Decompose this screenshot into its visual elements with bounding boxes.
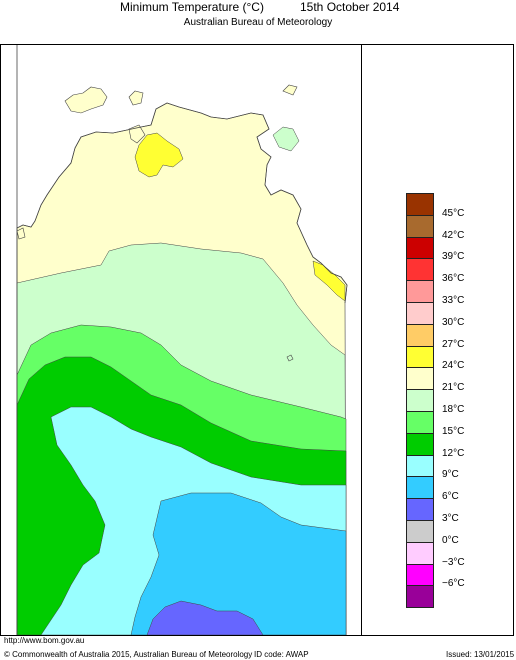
island-west [16,227,26,240]
title-text: Minimum Temperature (°C) [120,0,264,14]
legend-label: 21°C [442,382,465,394]
legend-label: −6°C [442,578,465,590]
legend-label: 6°C [442,491,459,503]
frame-divider [361,44,362,636]
legend-swatch [406,585,434,609]
legend-swatch [406,214,434,237]
source-url[interactable]: http://www.bom.gov.au [4,636,85,645]
title-date: 15th October 2014 [300,0,400,14]
legend-swatch [406,323,434,346]
legend-swatch [406,476,434,499]
legend-label: 24°C [442,360,465,372]
legend-swatch [406,258,434,281]
legend-label: 9°C [442,469,459,481]
legend-swatch [406,563,434,586]
lake-marker [286,354,294,362]
temperature-legend [406,193,434,609]
legend-label: 33°C [442,295,465,306]
patch-24-27-arnhem [134,132,184,178]
legend-label: 45°C [442,207,465,219]
issued-date: Issued: 13/01/2015 [446,650,515,659]
legend-label: 0°C [442,534,459,546]
legend-label: 36°C [442,273,465,285]
legend-swatch [406,345,434,368]
legend-label: 30°C [442,316,465,328]
legend-label: 3°C [442,513,459,524]
island-cape-york-tip [282,84,298,96]
legend-swatch [406,519,434,542]
legend-swatch [406,280,434,302]
legend-swatch [406,367,434,390]
legend-swatch [406,432,434,455]
legend-label: 18°C [442,404,465,415]
island-north [128,90,144,106]
legend-swatch [406,454,434,477]
legend-label: 27°C [442,338,465,350]
band-6-9 [130,492,347,635]
copyright-notice: © Commonwealth of Australia 2015, Austra… [4,650,253,659]
island-tiwi [64,86,108,114]
legend-swatch [406,193,434,215]
temperature-map [1,45,360,635]
coastline [16,102,348,304]
id-code: ID code: AWAP [254,650,309,659]
legend-swatch [406,498,434,520]
legend-swatch [406,410,434,433]
patch-18-21-cape [272,126,300,152]
map-frame [0,44,514,636]
legend-label: 39°C [442,251,465,263]
legend-label: 42°C [442,229,465,241]
legend-label: 12°C [442,447,465,459]
map-subtitle: Australian Bureau of Meteorology [183,17,333,28]
legend-swatch [406,236,434,259]
island-groote [128,124,146,144]
legend-swatch [406,301,434,324]
legend-swatch [406,389,434,411]
map-title: Minimum Temperature (°C) 15th October 20… [0,0,516,14]
band-3-6 [146,600,264,635]
legend-swatch [406,541,434,564]
legend-label: −3°C [442,556,465,568]
legend-label: 15°C [442,425,465,437]
